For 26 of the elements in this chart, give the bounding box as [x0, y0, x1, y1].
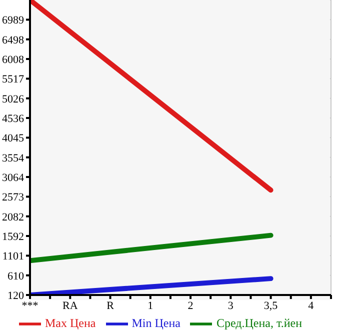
y-tick-label: 5026	[2, 93, 24, 106]
y-tick-label: 2573	[2, 192, 24, 204]
y-tick-label: 1592	[2, 230, 24, 243]
x-tick-label: 3	[228, 300, 234, 312]
x-tick-label: R	[106, 300, 115, 312]
x-tick-label: 4	[308, 300, 314, 312]
x-tick-label: 1	[148, 300, 154, 312]
x-tick-label: RA	[62, 300, 78, 312]
y-tick-label: 6989	[2, 14, 24, 27]
legend-label: Сред.Цена, т.йен	[216, 316, 302, 330]
y-tick-label: 120	[8, 290, 24, 302]
y-tick-label: 6008	[2, 54, 24, 66]
y-tick-label: 4536	[2, 112, 24, 125]
y-tick-label: 3064	[2, 172, 24, 184]
legend-label: Min Цена	[132, 316, 180, 330]
y-tick-label: 1101	[2, 250, 24, 263]
y-tick-label: 3554	[2, 152, 24, 164]
y-tick-label: 5517	[2, 74, 24, 86]
legend-label: Max Цена	[44, 316, 96, 330]
x-tick-label: ***	[22, 300, 38, 312]
y-tick-label: 2082	[2, 211, 24, 224]
x-tick-label: 2	[188, 300, 194, 312]
x-tick-label: 3,5	[264, 300, 278, 312]
y-tick-label: 610	[8, 270, 24, 282]
y-tick-label: 4045	[2, 132, 24, 145]
y-tick-label: 6498	[2, 34, 24, 46]
